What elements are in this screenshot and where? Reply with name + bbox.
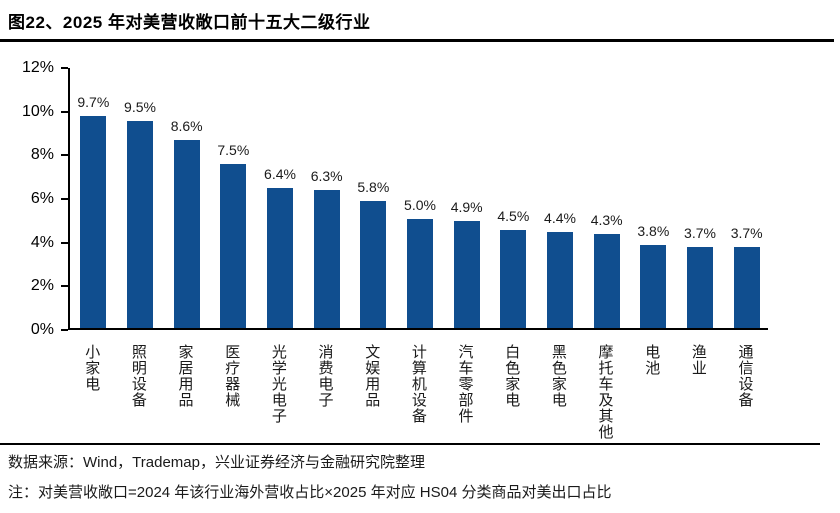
bar-value-label: 7.5% (217, 142, 250, 159)
x-axis-category-label: 电池 (643, 344, 661, 376)
bar (593, 234, 620, 328)
bar (687, 247, 713, 328)
bar-value-label: 6.3% (310, 168, 343, 185)
y-tick-label: 12% (21, 59, 54, 76)
bar-value-label: 3.7% (730, 225, 763, 242)
footer-divider (0, 443, 820, 445)
bar-value-label: 5.0% (404, 196, 436, 213)
x-axis-category-label: 光学光电子 (269, 344, 287, 424)
x-axis-category-label: 照明设备 (129, 344, 147, 408)
figure-title: 图22、2025 年对美营收敞口前十五大二级行业 (8, 13, 371, 32)
bar (80, 116, 107, 328)
x-axis-category-label: 计算机设备 (409, 344, 427, 424)
bar (173, 140, 200, 328)
bar-value-label: 4.3% (590, 212, 623, 229)
y-tick-mark (61, 285, 68, 288)
y-tick-label: 0% (30, 321, 54, 338)
title-underline (0, 39, 834, 42)
y-tick-label: 8% (30, 146, 54, 164)
bar-value-label: 5.8% (357, 179, 390, 196)
bar (407, 218, 433, 328)
bar-value-label: 6.4% (264, 166, 296, 183)
y-tick-label: 4% (30, 233, 54, 251)
footnote-text: 注：对美营收敞口=2024 年该行业海外营收占比×2025 年对应 HS04 分… (8, 484, 612, 501)
data-source-text: 数据来源：Wind，Trademap，兴业证券经济与金融研究院整理 (8, 454, 425, 471)
bar-value-label: 4.5% (497, 207, 530, 224)
bar-value-label: 8.6% (170, 118, 203, 135)
y-tick-label: 6% (30, 190, 54, 207)
bar-value-label: 4.4% (544, 209, 576, 226)
bar (547, 231, 573, 328)
x-axis-category-label: 医疗器械 (223, 344, 241, 408)
x-axis-category-label: 渔业 (689, 344, 707, 376)
bar (360, 201, 387, 328)
x-axis-category-label: 摩托车及其他 (596, 344, 614, 440)
bar (220, 164, 247, 328)
plot-area: 9.7% 9.5% 8.6% 7.5% 6.4% 6.3% 5.8% 5.0% 4.9% 4.5%… (68, 68, 768, 330)
y-tick-mark (61, 110, 68, 113)
bar (733, 247, 760, 328)
bar-value-label: 9.5% (124, 98, 156, 115)
y-tick-mark (61, 154, 68, 157)
bar-value-label: 3.7% (684, 225, 716, 242)
x-axis-category-label: 小家电 (83, 344, 101, 392)
x-axis-category-label: 消费电子 (316, 344, 334, 408)
bar-value-label: 3.8% (637, 223, 670, 240)
bar-value-label: 4.9% (450, 199, 483, 216)
bar (267, 188, 293, 328)
bar-value-label: 9.7% (77, 94, 110, 111)
y-tick-mark (61, 198, 68, 200)
bar-chart: 9.7% 9.5% 8.6% 7.5% 6.4% 6.3% 5.8% 5.0% 4.9% 4.5%… (0, 45, 840, 443)
x-axis-category-label: 汽车零部件 (456, 344, 474, 424)
bar (127, 120, 153, 328)
y-tick-label: 10% (21, 102, 54, 120)
y-tick-mark (61, 67, 68, 69)
bar (453, 221, 480, 328)
y-tick-label: 2% (30, 277, 54, 295)
bar (500, 229, 527, 328)
x-axis-category-label: 黑色家电 (549, 344, 567, 408)
x-axis-category-label: 文娱用品 (363, 344, 381, 408)
y-tick-mark (61, 241, 68, 244)
x-axis-category-label: 通信设备 (736, 344, 754, 408)
bar (313, 190, 340, 328)
y-tick-mark (61, 329, 68, 331)
bar (640, 245, 667, 328)
x-axis-category-label: 家居用品 (176, 344, 194, 408)
x-axis-category-label: 白色家电 (503, 344, 521, 408)
